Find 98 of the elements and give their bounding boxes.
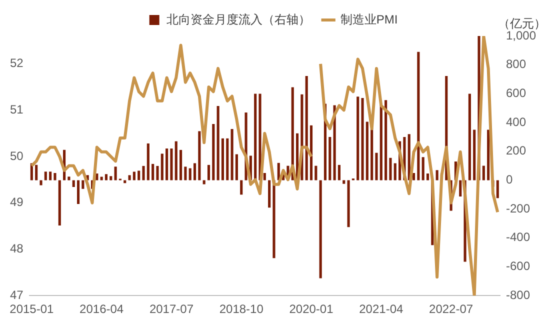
- bar: [114, 166, 117, 180]
- bar: [82, 180, 84, 189]
- bar: [268, 180, 271, 208]
- bar: [384, 100, 388, 180]
- y2-tick-label: 600: [506, 86, 526, 100]
- bar: [389, 158, 392, 180]
- bar: [156, 166, 159, 180]
- bar: [417, 52, 420, 180]
- x-tick-label: 2020-01: [289, 302, 334, 316]
- y-tick-label: 50: [10, 148, 24, 163]
- bar: [394, 163, 396, 180]
- y-tick-label: 51: [10, 102, 24, 116]
- bar: [347, 180, 350, 228]
- y2-tick-label: -200: [506, 201, 530, 216]
- bar: [207, 164, 210, 180]
- bar: [408, 134, 410, 180]
- bar: [216, 106, 220, 180]
- bar: [146, 143, 150, 180]
- bar: [468, 94, 471, 180]
- bar: [104, 174, 108, 180]
- y2-tick-label: -400: [506, 230, 530, 244]
- bar: [240, 180, 243, 195]
- bar: [128, 175, 131, 180]
- bar: [342, 180, 346, 184]
- y2-tick-label: 800: [506, 57, 526, 72]
- x-tick-label: 2018-10: [219, 302, 264, 316]
- y2-tick-label: -800: [506, 288, 530, 302]
- bar: [44, 172, 47, 180]
- bar: [35, 164, 38, 180]
- bar: [328, 136, 332, 180]
- bar: [49, 172, 52, 180]
- bar: [426, 173, 430, 180]
- bar: [174, 141, 178, 180]
- x-tick-label: 2016-04: [80, 302, 124, 316]
- bar: [487, 130, 490, 180]
- bar: [188, 168, 192, 180]
- y2-tick-label: 1,000: [506, 28, 536, 42]
- bar: [184, 166, 187, 180]
- bar: [361, 98, 364, 180]
- legend-label: 北向资金月度流入（右轴）: [166, 12, 310, 26]
- bar: [142, 166, 145, 180]
- y2-tick-label: -600: [506, 259, 530, 274]
- bar: [375, 152, 378, 180]
- bar: [305, 76, 308, 180]
- bar: [314, 166, 318, 180]
- bar: [170, 148, 173, 180]
- y2-tick-label: 400: [506, 114, 526, 129]
- bar: [235, 154, 238, 180]
- bar: [436, 170, 438, 180]
- bar: [132, 172, 136, 180]
- bar: [193, 163, 196, 180]
- bar: [110, 176, 112, 180]
- bar: [212, 124, 215, 180]
- bar: [226, 138, 229, 180]
- bar: [496, 180, 499, 198]
- bar: [160, 154, 164, 180]
- bar: [152, 164, 154, 180]
- bar: [76, 180, 80, 204]
- bar: [230, 129, 234, 180]
- legend-label: 制造业PMI: [340, 12, 398, 26]
- bar: [58, 180, 61, 226]
- y2-tick-label: 0: [506, 172, 513, 187]
- bar: [254, 94, 257, 180]
- bar: [356, 96, 360, 180]
- bar: [54, 173, 56, 180]
- bar: [68, 176, 70, 180]
- y-tick-label: 48: [10, 242, 24, 256]
- bar: [422, 157, 424, 180]
- bar: [473, 130, 476, 180]
- bar: [338, 164, 340, 180]
- bar: [370, 128, 374, 180]
- bar: [482, 166, 485, 180]
- bar: [366, 122, 368, 180]
- bar: [124, 180, 126, 184]
- bar: [412, 173, 416, 180]
- y2-axis-title: （亿元）: [498, 16, 546, 30]
- bar: [272, 180, 276, 258]
- x-tick-label: 2021-04: [359, 302, 404, 316]
- bar: [198, 131, 201, 180]
- bar: [258, 94, 262, 180]
- bar: [202, 180, 206, 184]
- y2-tick-label: 200: [506, 144, 526, 158]
- y-tick-label: 47: [10, 288, 24, 302]
- x-tick-label: 2017-07: [149, 302, 194, 316]
- y-tick-label: 49: [10, 195, 24, 210]
- bar: [221, 138, 224, 180]
- x-tick-label: 2022-07: [429, 302, 474, 316]
- y-tick-label: 52: [10, 56, 24, 70]
- bar: [263, 173, 266, 180]
- x-tick-label: 2015-01: [10, 302, 54, 316]
- bar: [319, 180, 322, 278]
- bar: [166, 148, 168, 180]
- bar: [138, 170, 140, 180]
- bar: [310, 125, 313, 180]
- bar: [72, 180, 75, 187]
- bar: [459, 180, 462, 197]
- bar: [180, 150, 182, 180]
- bar: [40, 180, 42, 186]
